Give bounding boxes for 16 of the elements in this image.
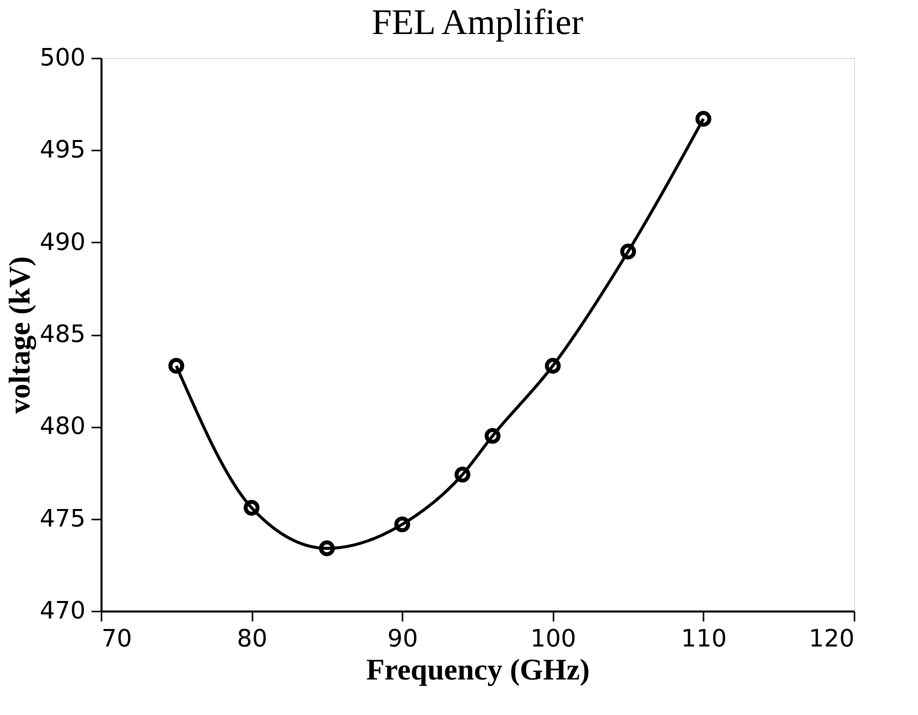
y-tick-label: 475 bbox=[40, 504, 86, 532]
x-tick-label: 110 bbox=[680, 624, 727, 652]
x-axis-title: Frequency (GHz) bbox=[366, 654, 590, 686]
y-axis-title: voltage (kV) bbox=[4, 256, 37, 414]
y-tick-label: 500 bbox=[40, 44, 86, 72]
x-tick-label: 90 bbox=[387, 624, 418, 652]
x-tick-label: 80 bbox=[236, 624, 268, 652]
y-tick-label: 470 bbox=[40, 596, 86, 624]
x-tick-label: 120 bbox=[808, 624, 854, 652]
y-tick-label: 485 bbox=[40, 320, 86, 348]
y-tick-label: 490 bbox=[40, 228, 86, 256]
x-tick-label: 100 bbox=[530, 624, 576, 652]
y-tick-label: 495 bbox=[40, 136, 86, 164]
chart-title: FEL Amplifier bbox=[372, 2, 584, 42]
y-tick-label: 480 bbox=[40, 412, 86, 440]
x-tick-label: 70 bbox=[102, 624, 132, 652]
